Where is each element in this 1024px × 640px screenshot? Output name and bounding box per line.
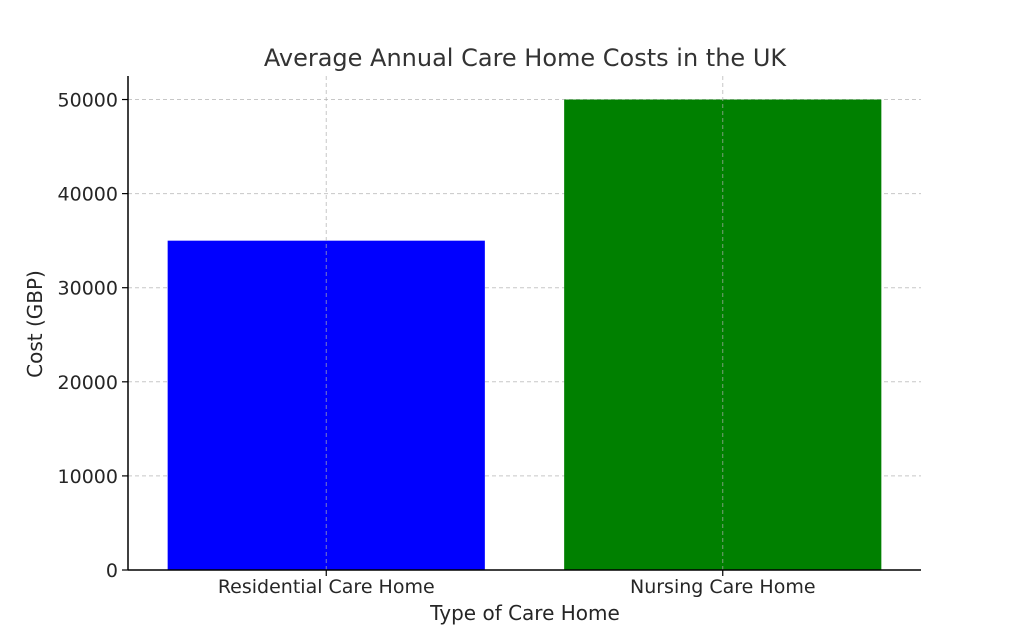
axis-layer: 0 10000 20000 30000 40000 50000 Residential Ca… bbox=[58, 76, 921, 598]
x-axis-title: Type of Care Home bbox=[429, 601, 620, 625]
y-tick-label: 10000 bbox=[58, 466, 118, 488]
bar-layer bbox=[167, 99, 882, 571]
vgrid-layer bbox=[325, 76, 724, 570]
y-tick-label: 40000 bbox=[58, 184, 118, 206]
y-tick-label: 50000 bbox=[58, 90, 118, 112]
x-tick-label: Nursing Care Home bbox=[630, 576, 816, 598]
y-tick-label: 30000 bbox=[58, 278, 118, 300]
y-axis-title: Cost (GBP) bbox=[23, 270, 47, 378]
x-tick-label: Residential Care Home bbox=[218, 576, 435, 598]
y-tick-label: 0 bbox=[106, 560, 118, 582]
chart-title: Average Annual Care Home Costs in the UK bbox=[264, 44, 788, 72]
y-tick-label: 20000 bbox=[58, 372, 118, 394]
